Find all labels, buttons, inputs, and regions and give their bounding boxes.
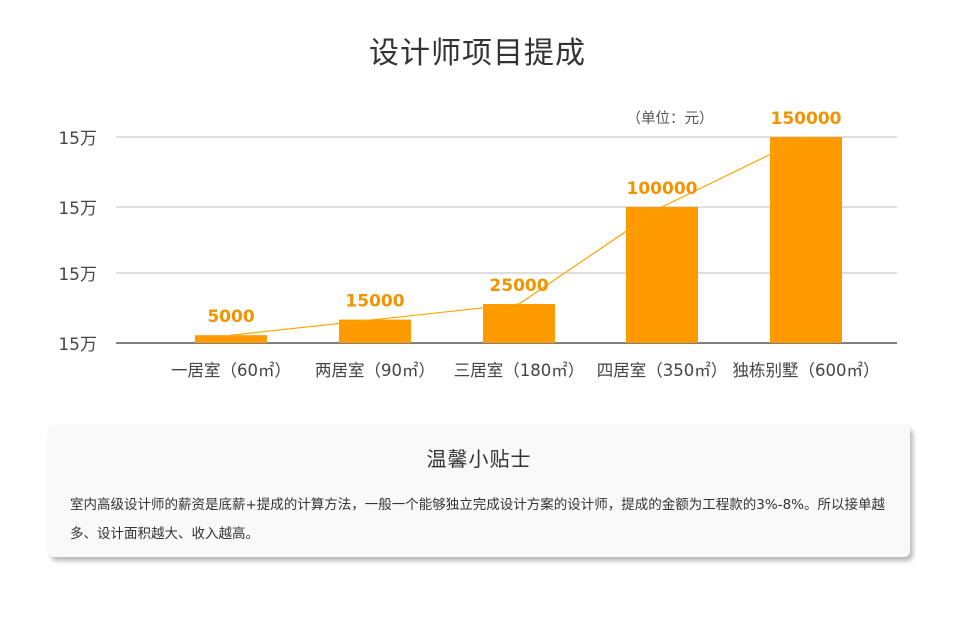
commission-chart: 15万 15万 15万 15万 5000 15000 25000 100000 150000 一居…: [58, 109, 897, 380]
x-tick-label: 一居室（60㎡）: [171, 361, 291, 380]
bar: [770, 137, 842, 343]
tips-title: 温馨小贴士: [426, 447, 532, 471]
data-label: 150000: [771, 109, 842, 129]
y-tick-label: 15万: [58, 129, 97, 149]
bar: [195, 335, 267, 343]
data-label: 15000: [345, 292, 404, 312]
tips-card: 温馨小贴士 室内高级设计师的薪资是底薪+提成的计算方法，一般一个能够独立完成设计…: [48, 425, 910, 557]
y-tick-label: 15万: [58, 199, 97, 219]
data-label: 5000: [207, 307, 254, 327]
x-tick-label: 四居室（350㎡）: [597, 361, 728, 380]
data-label: 25000: [489, 276, 548, 296]
tips-text: 室内高级设计师的薪资是底薪+提成的计算方法，一般一个能够独立完成设计方案的设计师…: [70, 497, 886, 542]
trend-line: [230, 136, 807, 336]
x-tick-label: 两居室（90㎡）: [315, 361, 435, 380]
data-label: 100000: [627, 179, 698, 199]
y-tick-label: 15万: [58, 335, 97, 355]
x-tick-label: 三居室（180㎡）: [454, 361, 585, 380]
unit-note: （单位：元）: [627, 110, 714, 127]
page-title: 设计师项目提成: [369, 36, 586, 71]
bar: [339, 319, 411, 343]
bar: [626, 207, 698, 343]
x-tick-label: 独栋别墅（600㎡）: [733, 361, 880, 380]
bar: [483, 304, 555, 343]
y-tick-label: 15万: [58, 265, 97, 285]
